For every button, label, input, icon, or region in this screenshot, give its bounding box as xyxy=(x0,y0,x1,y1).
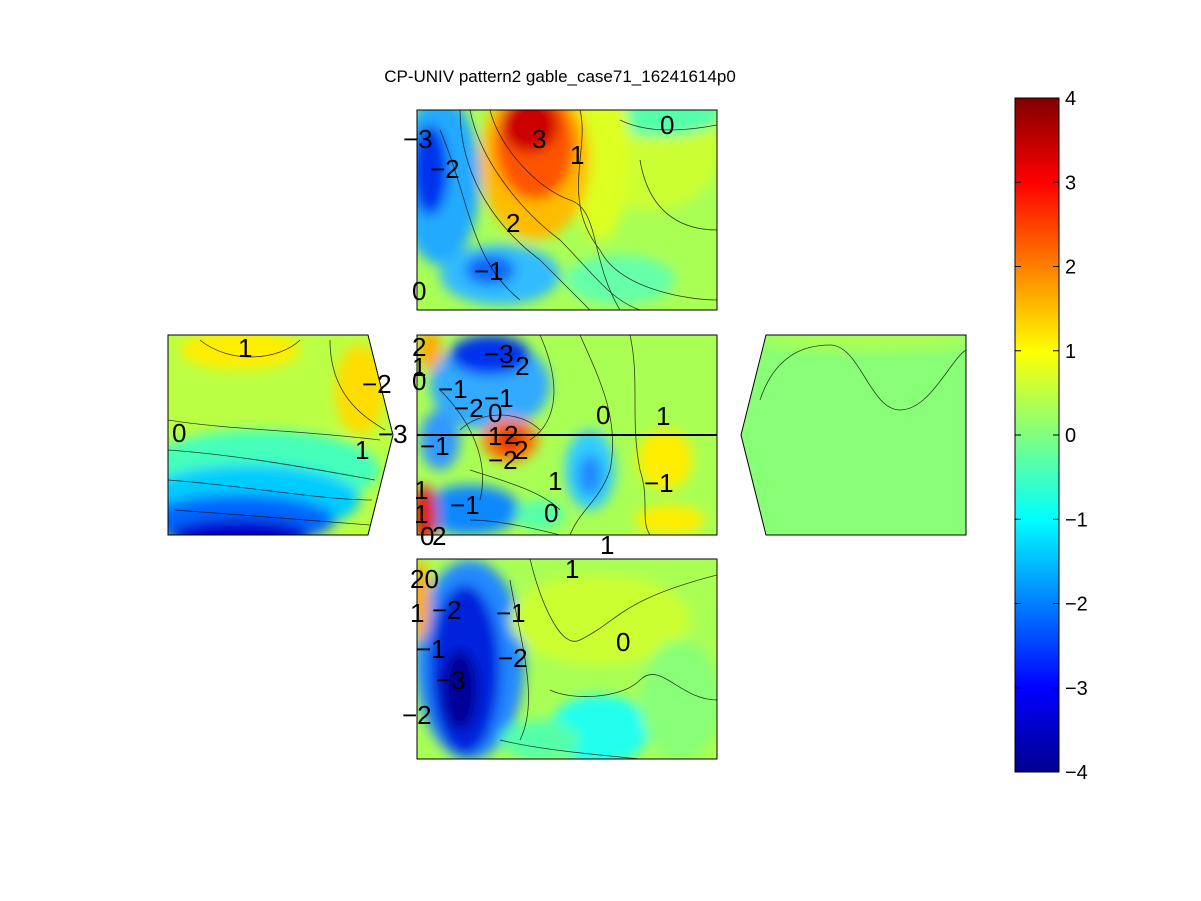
right-face-panel xyxy=(741,335,966,535)
top-face-panel xyxy=(417,110,717,310)
center-face-contour-label: 1 xyxy=(656,401,670,431)
colorbar-tick-label: −4 xyxy=(1065,762,1088,784)
center-face-contour-label: 0 xyxy=(544,498,558,528)
bottom-face-contour-label: −2 xyxy=(498,643,528,673)
top-face-contour-label: 3 xyxy=(532,124,546,154)
colorbar-tick-label: 0 xyxy=(1065,425,1076,447)
chart-title: CP-UNIV pattern2 gable_case71_16241614p0 xyxy=(384,67,736,86)
top-face-contour-label: 1 xyxy=(570,140,584,170)
center-face-contour-label: 0 xyxy=(412,366,426,396)
top-face-contour-label: 2 xyxy=(506,208,520,238)
center-face-contour-label: −2 xyxy=(454,393,484,423)
bottom-face-contour-label: −1 xyxy=(496,598,526,628)
bottom-face-contour-label: −1 xyxy=(416,634,446,664)
center-face-contour-label: −2 xyxy=(488,445,518,475)
colorbar-tick-label: 1 xyxy=(1065,341,1076,363)
center-face-contour-label: 0 xyxy=(420,521,434,551)
top-face-contour-label: −3 xyxy=(403,124,433,154)
colorbar-tick-label: 3 xyxy=(1065,172,1076,194)
bottom-face-panel xyxy=(417,559,717,759)
bottom-face-contour-label: −3 xyxy=(436,665,466,695)
bottom-face-contour-label: 20 xyxy=(410,564,439,594)
bottom-face-contour-label: 1 xyxy=(410,598,424,628)
center-face-contour-label: 0 xyxy=(596,400,610,430)
center-face-contour-label: 0 xyxy=(488,398,502,428)
center-face-contour-label: 1 xyxy=(412,352,426,382)
center-face-contour-label: −3 xyxy=(484,339,514,369)
top-face-contour-label: 0 xyxy=(660,110,674,140)
center-face-contour-label: 1 xyxy=(600,530,614,560)
top-face-contour-label: 0 xyxy=(412,276,426,306)
top-face-contour-label: −2 xyxy=(430,154,460,184)
center-face-contour-label: −1 xyxy=(420,431,450,461)
colorbar-tick-label: 4 xyxy=(1065,88,1076,110)
center-face-contour-label: −1 xyxy=(484,383,514,413)
bottom-face-contour-label: −2 xyxy=(432,595,462,625)
center-face-contour-label: 1 xyxy=(414,475,428,505)
left-face-contour-label: 0 xyxy=(172,418,186,448)
left-face-panel xyxy=(168,335,393,535)
colorbar-ticks: 4 3 2 1 0 −1 −2 −3 −4 xyxy=(1015,88,1088,784)
colorbar-tick-label: −1 xyxy=(1065,509,1088,531)
bottom-face-contour-label: 1 xyxy=(565,554,579,584)
colorbar: 4 3 2 1 0 −1 −2 −3 −4 xyxy=(1014,88,1088,784)
center-face-contour-label: 2 xyxy=(504,420,518,450)
colorbar-tick-label: −3 xyxy=(1065,678,1088,700)
colorbar-tick-label: −2 xyxy=(1065,594,1088,616)
left-face-contour-label: −2 xyxy=(362,369,392,399)
center-face-contour-label: 1 xyxy=(414,499,428,529)
center-face-panel xyxy=(417,335,717,535)
center-face-contour-label: 1 xyxy=(548,466,562,496)
colorbar-tick-label: 2 xyxy=(1065,257,1076,279)
top-face-contour-label: −1 xyxy=(474,256,504,286)
center-face-contour-label: −1 xyxy=(438,374,468,404)
colorbar-scale xyxy=(1014,97,1060,773)
left-face-contour-label: 1 xyxy=(238,333,252,363)
left-face-contour-label: 1 xyxy=(355,435,369,465)
center-face-contour-label: 2 xyxy=(412,332,426,362)
bottom-face-contour-label: 0 xyxy=(616,627,630,657)
center-face-contour-label: 2 xyxy=(514,435,528,465)
bottom-face-contour-label: −2 xyxy=(402,700,432,730)
center-face-contour-label: −1 xyxy=(644,468,674,498)
left-face-contour-label: −3 xyxy=(378,419,408,449)
center-face-contour-label: 1 xyxy=(488,421,502,451)
center-face-contour-label: −2 xyxy=(500,351,530,381)
center-face-contour-label: 2 xyxy=(432,521,446,551)
center-face-contour-label: −1 xyxy=(450,490,480,520)
